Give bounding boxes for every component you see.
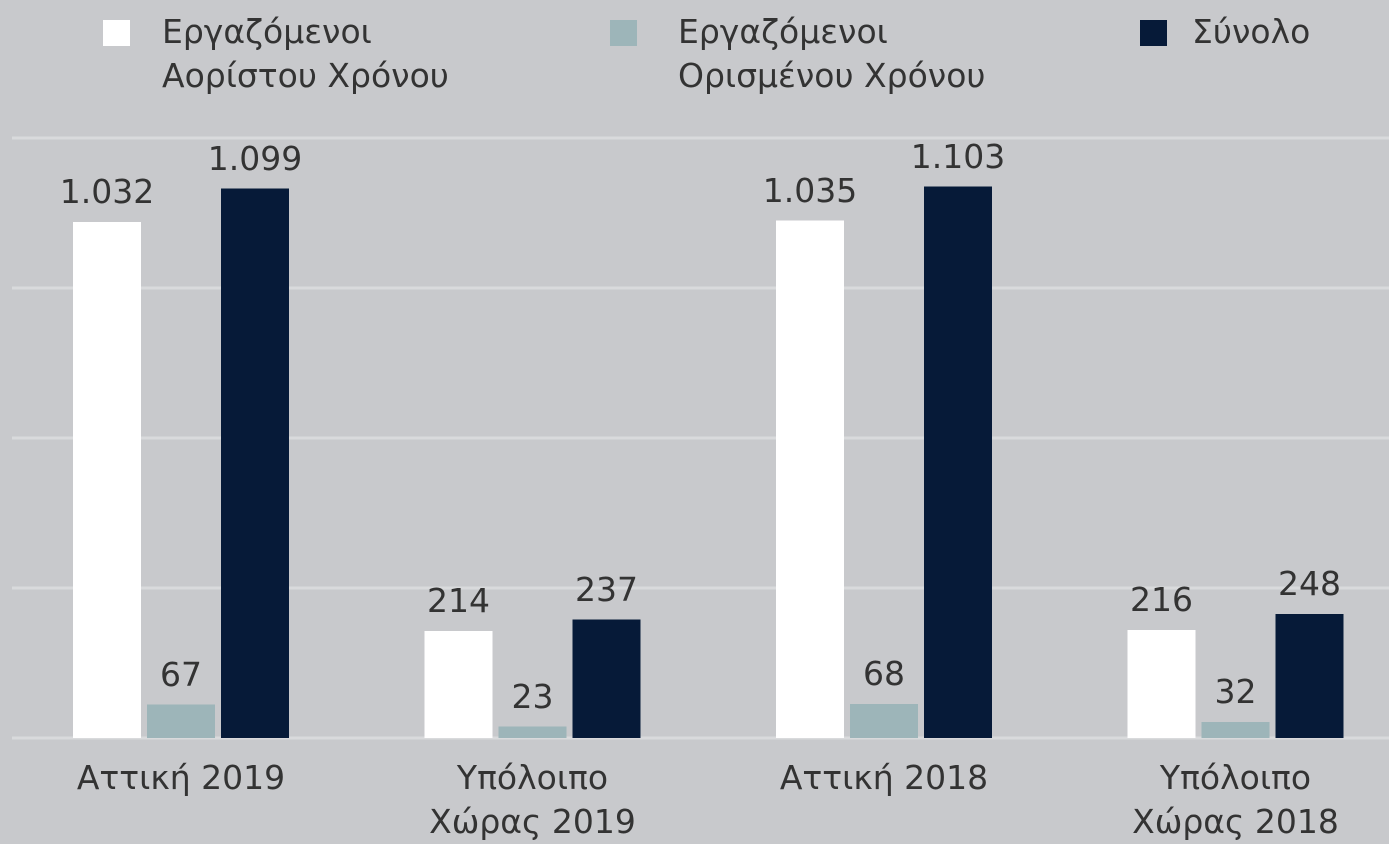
bar	[424, 631, 493, 738]
bar	[221, 188, 289, 738]
bar	[924, 186, 992, 738]
x-tick-label: Υπόλοιπο Χώρας 2018	[1132, 758, 1339, 841]
legend-label: Σύνολο	[1192, 12, 1311, 51]
legend-label: Εργαζόμενοι Ορισμένου Χρόνου	[678, 12, 986, 95]
bar	[147, 704, 215, 738]
bar	[498, 726, 567, 738]
value-label: 68	[863, 654, 905, 693]
legend-swatch	[610, 20, 637, 46]
x-tick-label: Υπόλοιπο Χώρας 2019	[429, 758, 636, 841]
bar	[1201, 722, 1270, 738]
value-label: 214	[427, 581, 490, 620]
legend-swatch	[103, 20, 130, 46]
bar	[572, 619, 641, 738]
bar	[850, 704, 918, 738]
value-label: 67	[160, 654, 202, 694]
bar	[1275, 614, 1344, 738]
x-tick-label: Αττική 2019	[76, 758, 286, 797]
value-label: 1.099	[207, 138, 303, 178]
bar	[73, 222, 141, 738]
value-label: 1.032	[59, 172, 155, 211]
value-label: 1.035	[762, 170, 858, 210]
legend-swatch	[1140, 20, 1167, 46]
value-label: 237	[575, 569, 638, 609]
bar	[1127, 630, 1196, 738]
value-label: 248	[1278, 564, 1341, 603]
bar	[776, 220, 844, 738]
value-label: 23	[511, 676, 554, 716]
value-label: 216	[1130, 580, 1193, 619]
x-tick-label: Αττική 2018	[779, 758, 989, 797]
value-label: 32	[1214, 672, 1257, 711]
value-label: 1.103	[910, 136, 1006, 176]
legend-label: Εργαζόμενοι Αορίστου Χρόνου	[162, 12, 449, 95]
